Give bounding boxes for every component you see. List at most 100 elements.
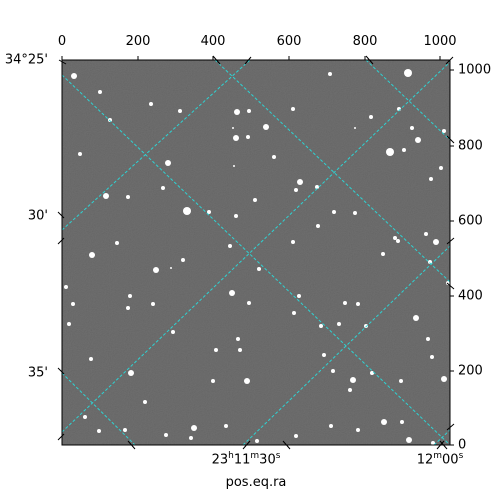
star	[244, 378, 250, 384]
star	[328, 72, 332, 76]
x-tick-label: 600	[276, 34, 302, 49]
star	[234, 214, 238, 218]
x-tick-label: 200	[125, 34, 151, 49]
star	[294, 434, 298, 438]
star	[211, 379, 215, 383]
star	[189, 436, 193, 440]
star	[369, 115, 373, 119]
star	[319, 324, 323, 328]
star	[207, 210, 211, 214]
star	[343, 301, 347, 305]
star	[350, 377, 356, 383]
star	[64, 285, 68, 289]
star	[297, 179, 303, 185]
star	[89, 357, 93, 361]
star	[263, 124, 269, 130]
star	[98, 90, 102, 94]
star	[294, 188, 298, 192]
star	[161, 186, 165, 190]
star	[428, 260, 432, 264]
star	[153, 267, 159, 273]
star	[246, 135, 250, 139]
star	[183, 207, 191, 215]
star	[337, 322, 341, 326]
star	[406, 437, 412, 443]
star	[424, 232, 428, 236]
star	[214, 348, 218, 352]
x-tick-label: 800	[352, 34, 378, 49]
star	[178, 109, 182, 113]
x-axis-label: pos.eq.ra	[225, 475, 287, 490]
star	[164, 433, 168, 437]
star	[413, 315, 419, 321]
star	[441, 376, 447, 382]
star	[103, 193, 109, 199]
y-tick-label: 400	[458, 288, 483, 304]
star	[429, 177, 433, 181]
dec-tick-label: 35'	[27, 365, 48, 381]
star	[315, 185, 319, 189]
star	[143, 400, 147, 404]
star	[67, 322, 71, 326]
star	[97, 429, 101, 433]
star	[354, 127, 356, 129]
star	[426, 337, 430, 341]
star	[442, 129, 446, 133]
star	[171, 330, 175, 334]
star	[247, 109, 251, 113]
star	[272, 155, 276, 159]
star	[253, 198, 257, 202]
star	[181, 258, 185, 262]
y-tick-label: 600	[458, 213, 483, 229]
star	[446, 281, 450, 285]
star	[356, 428, 360, 432]
star	[356, 302, 360, 306]
star	[399, 379, 403, 383]
star	[170, 267, 172, 269]
star	[71, 73, 77, 79]
star	[108, 118, 112, 122]
star	[292, 311, 296, 315]
y-tick-label: 1000	[458, 62, 492, 78]
tick-marks	[57, 55, 455, 450]
star	[128, 370, 134, 376]
y-tick-label: 800	[458, 138, 483, 154]
dec-tick-label: 30'	[27, 208, 48, 224]
x-tick-label: 1000	[423, 34, 457, 49]
star	[316, 224, 320, 228]
star	[410, 126, 414, 130]
star	[232, 127, 234, 129]
star	[238, 348, 242, 352]
star	[381, 419, 387, 425]
star	[123, 428, 127, 432]
dec-tick-label: 34°25'	[4, 52, 48, 68]
star	[348, 388, 352, 392]
star	[89, 252, 95, 258]
x-tick-label: 0	[57, 34, 67, 49]
star	[433, 239, 439, 245]
star	[236, 337, 240, 341]
star	[233, 135, 239, 141]
star	[234, 109, 240, 115]
star	[430, 355, 434, 359]
x-tick-label: 400	[200, 34, 226, 49]
star	[332, 210, 336, 214]
star	[364, 324, 368, 328]
star	[229, 290, 235, 296]
star	[115, 241, 119, 245]
star	[400, 420, 404, 424]
star	[228, 244, 232, 248]
star	[396, 239, 400, 243]
star	[329, 424, 333, 428]
y-tick-label: 0	[458, 437, 467, 453]
star	[291, 107, 295, 111]
star	[353, 211, 357, 215]
star	[71, 302, 75, 306]
star	[165, 160, 171, 166]
star	[126, 306, 130, 310]
star	[297, 294, 301, 298]
star	[149, 102, 153, 106]
star	[331, 369, 335, 373]
star	[439, 166, 443, 170]
